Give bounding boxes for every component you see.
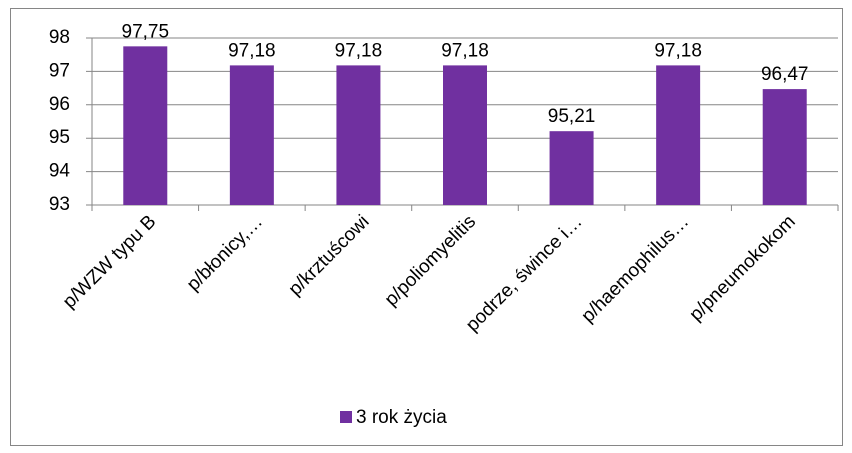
y-tick-label: 95 xyxy=(49,127,70,148)
y-tick-label: 98 xyxy=(49,27,70,48)
value-label: 97,75 xyxy=(122,21,170,42)
bar xyxy=(123,46,168,205)
y-tick-label: 94 xyxy=(49,161,71,182)
value-label: 96,47 xyxy=(761,64,809,85)
bar xyxy=(443,65,487,205)
value-label: 95,21 xyxy=(548,106,596,127)
value-label: 97,18 xyxy=(654,40,702,61)
y-tick-label: 97 xyxy=(49,60,70,81)
bar xyxy=(549,131,594,205)
bar xyxy=(762,89,807,205)
legend-label: 3 rok życia xyxy=(356,407,447,428)
value-label: 97,18 xyxy=(228,40,276,61)
legend-swatch xyxy=(340,411,352,423)
y-tick-label: 93 xyxy=(49,194,70,215)
value-label: 97,18 xyxy=(335,40,383,61)
bar xyxy=(336,65,381,205)
y-tick-label: 96 xyxy=(49,94,70,115)
bar xyxy=(656,65,701,205)
value-label: 97,18 xyxy=(441,40,489,61)
bar xyxy=(229,65,274,205)
